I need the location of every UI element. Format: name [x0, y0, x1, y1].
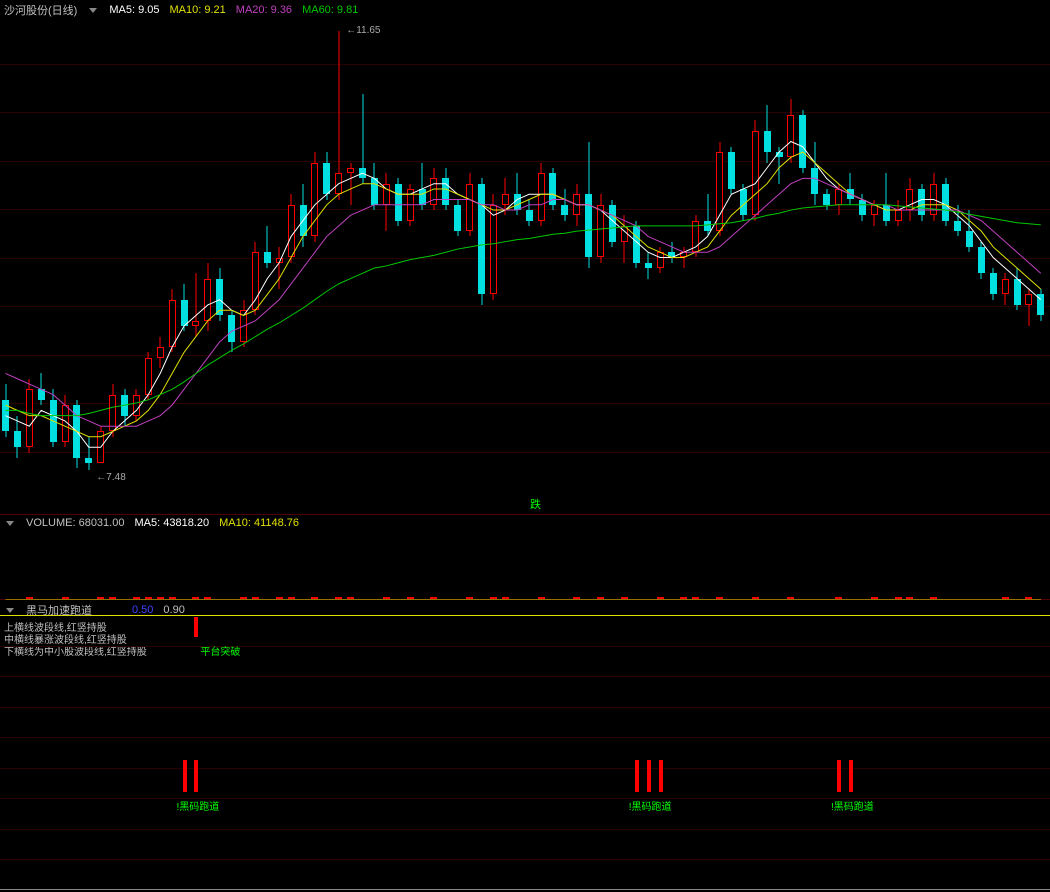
volume-bar[interactable] [335, 597, 342, 599]
volume-bar[interactable] [573, 597, 580, 599]
indicator-lower-bar [849, 760, 853, 792]
volume-bar[interactable] [657, 597, 664, 599]
indicator-lower-bar [837, 760, 841, 792]
stock-title: 沙河股份(日线) [4, 2, 77, 18]
ma5-label: MA5: 9.05 [109, 4, 159, 16]
volume-bar[interactable] [466, 597, 473, 599]
volume-bar[interactable] [383, 597, 390, 599]
volume-bar[interactable] [204, 597, 211, 599]
runway-label: !黑码跑道 [629, 798, 672, 813]
low-price-label: ←7.48 [96, 472, 125, 483]
volume-bar[interactable] [835, 597, 842, 599]
volume-bar[interactable] [26, 597, 33, 599]
volume-bar[interactable] [597, 597, 604, 599]
chevron-down-icon[interactable] [89, 8, 97, 13]
volume-bar[interactable] [1002, 597, 1009, 599]
volume-chart-panel[interactable]: VOLUME: 68031.00 MA5: 43818.20 MA10: 411… [0, 515, 1050, 600]
indicator-title: 黑马加速跑道 [26, 602, 92, 618]
volume-bar[interactable] [787, 597, 794, 599]
volume-bar[interactable] [871, 597, 878, 599]
volume-bar[interactable] [276, 597, 283, 599]
indicator-upper-bar [194, 617, 198, 637]
volume-bar[interactable] [1025, 597, 1032, 599]
vol-ma5-label: MA5: 43818.20 [134, 517, 209, 529]
volume-bar[interactable] [169, 597, 176, 599]
price-chart-panel[interactable]: 沙河股份(日线) MA5: 9.05 MA10: 9.21 MA20: 9.36… [0, 0, 1050, 515]
volume-bar[interactable] [752, 597, 759, 599]
volume-bar[interactable] [407, 597, 414, 599]
volume-bar[interactable] [157, 597, 164, 599]
candlestick-area[interactable]: ←11.65 ←7.48 [0, 15, 1050, 499]
volume-bar[interactable] [288, 597, 295, 599]
ma20-label: MA20: 9.36 [236, 4, 292, 16]
indicator-lower-bar [635, 760, 639, 792]
volume-bar[interactable] [145, 597, 152, 599]
volume-bar[interactable] [716, 597, 723, 599]
indicator-lower-bar [194, 760, 198, 792]
breakout-label: 平台突破 [200, 643, 240, 658]
volume-bar[interactable] [133, 597, 140, 599]
volume-bar[interactable] [430, 597, 437, 599]
volume-bar[interactable] [906, 597, 913, 599]
axis-marker: 跌 [530, 496, 541, 512]
ma60-label: MA60: 9.81 [302, 4, 358, 16]
volume-bar[interactable] [240, 597, 247, 599]
volume-bar[interactable] [347, 597, 354, 599]
runway-label: !黑码跑道 [177, 798, 220, 813]
volume-bar[interactable] [192, 597, 199, 599]
volume-bar[interactable] [502, 597, 509, 599]
vol-ma10-label: MA10: 41148.76 [219, 517, 299, 529]
volume-bar[interactable] [680, 597, 687, 599]
volume-bar[interactable] [538, 597, 545, 599]
runway-label: !黑码跑道 [831, 798, 874, 813]
volume-bar[interactable] [895, 597, 902, 599]
ma10-label: MA10: 9.21 [170, 4, 226, 16]
indicator-panel[interactable]: 黑马加速跑道 0.50 0.90 上横线波段线,红竖持股 中横线暴涨波段线,红竖… [0, 600, 1050, 890]
volume-bar[interactable] [97, 597, 104, 599]
volume-bar[interactable] [62, 597, 69, 599]
volume-label: VOLUME: 68031.00 [26, 517, 124, 529]
chevron-down-icon[interactable] [6, 521, 14, 526]
indicator-lower-bar [659, 760, 663, 792]
indicator-lower-bar [647, 760, 651, 792]
indicator-v2: 0.90 [163, 604, 184, 616]
volume-bar[interactable] [930, 597, 937, 599]
volume-bar[interactable] [692, 597, 699, 599]
price-chart-header: 沙河股份(日线) MA5: 9.05 MA10: 9.21 MA20: 9.36… [4, 2, 358, 18]
volume-bar[interactable] [252, 597, 259, 599]
volume-bar[interactable] [109, 597, 116, 599]
chevron-down-icon[interactable] [6, 608, 14, 613]
indicator-lower-bar [183, 760, 187, 792]
high-price-label: ←11.65 [346, 25, 380, 36]
volume-bars-area[interactable] [0, 530, 1050, 599]
volume-bar[interactable] [490, 597, 497, 599]
volume-bar[interactable] [621, 597, 628, 599]
indicator-header: 黑马加速跑道 0.50 0.90 [4, 602, 185, 618]
indicator-v1: 0.50 [132, 604, 153, 616]
volume-bar[interactable] [311, 597, 318, 599]
indicator-area[interactable]: 上横线波段线,红竖持股 中横线暴涨波段线,红竖持股 下横线为中小股波段线,红竖持… [0, 615, 1050, 889]
volume-chart-header: VOLUME: 68031.00 MA5: 43818.20 MA10: 411… [4, 517, 299, 529]
